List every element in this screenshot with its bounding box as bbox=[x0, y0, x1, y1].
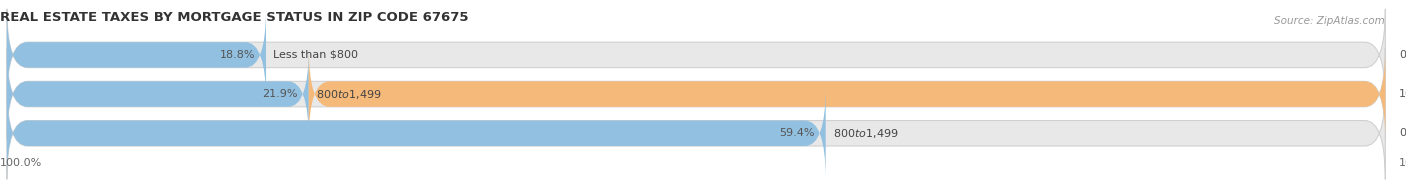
Text: Less than $800: Less than $800 bbox=[273, 50, 359, 60]
FancyBboxPatch shape bbox=[7, 48, 309, 140]
Text: $800 to $1,499: $800 to $1,499 bbox=[832, 127, 898, 140]
Text: 59.4%: 59.4% bbox=[779, 128, 814, 138]
Text: 0.0%: 0.0% bbox=[1399, 50, 1406, 60]
FancyBboxPatch shape bbox=[7, 87, 1385, 179]
Text: $800 to $1,499: $800 to $1,499 bbox=[316, 88, 381, 101]
Text: 18.8%: 18.8% bbox=[219, 50, 254, 60]
Text: 100.0%: 100.0% bbox=[1399, 158, 1406, 168]
Text: 100.0%: 100.0% bbox=[0, 158, 42, 168]
FancyBboxPatch shape bbox=[7, 9, 266, 101]
FancyBboxPatch shape bbox=[7, 9, 1385, 101]
Text: Source: ZipAtlas.com: Source: ZipAtlas.com bbox=[1274, 16, 1385, 26]
Text: 0.0%: 0.0% bbox=[1399, 128, 1406, 138]
Text: 21.9%: 21.9% bbox=[263, 89, 298, 99]
FancyBboxPatch shape bbox=[309, 48, 1385, 140]
Text: 100.0%: 100.0% bbox=[1399, 89, 1406, 99]
FancyBboxPatch shape bbox=[7, 48, 1385, 140]
Text: REAL ESTATE TAXES BY MORTGAGE STATUS IN ZIP CODE 67675: REAL ESTATE TAXES BY MORTGAGE STATUS IN … bbox=[0, 11, 468, 24]
FancyBboxPatch shape bbox=[7, 87, 825, 179]
